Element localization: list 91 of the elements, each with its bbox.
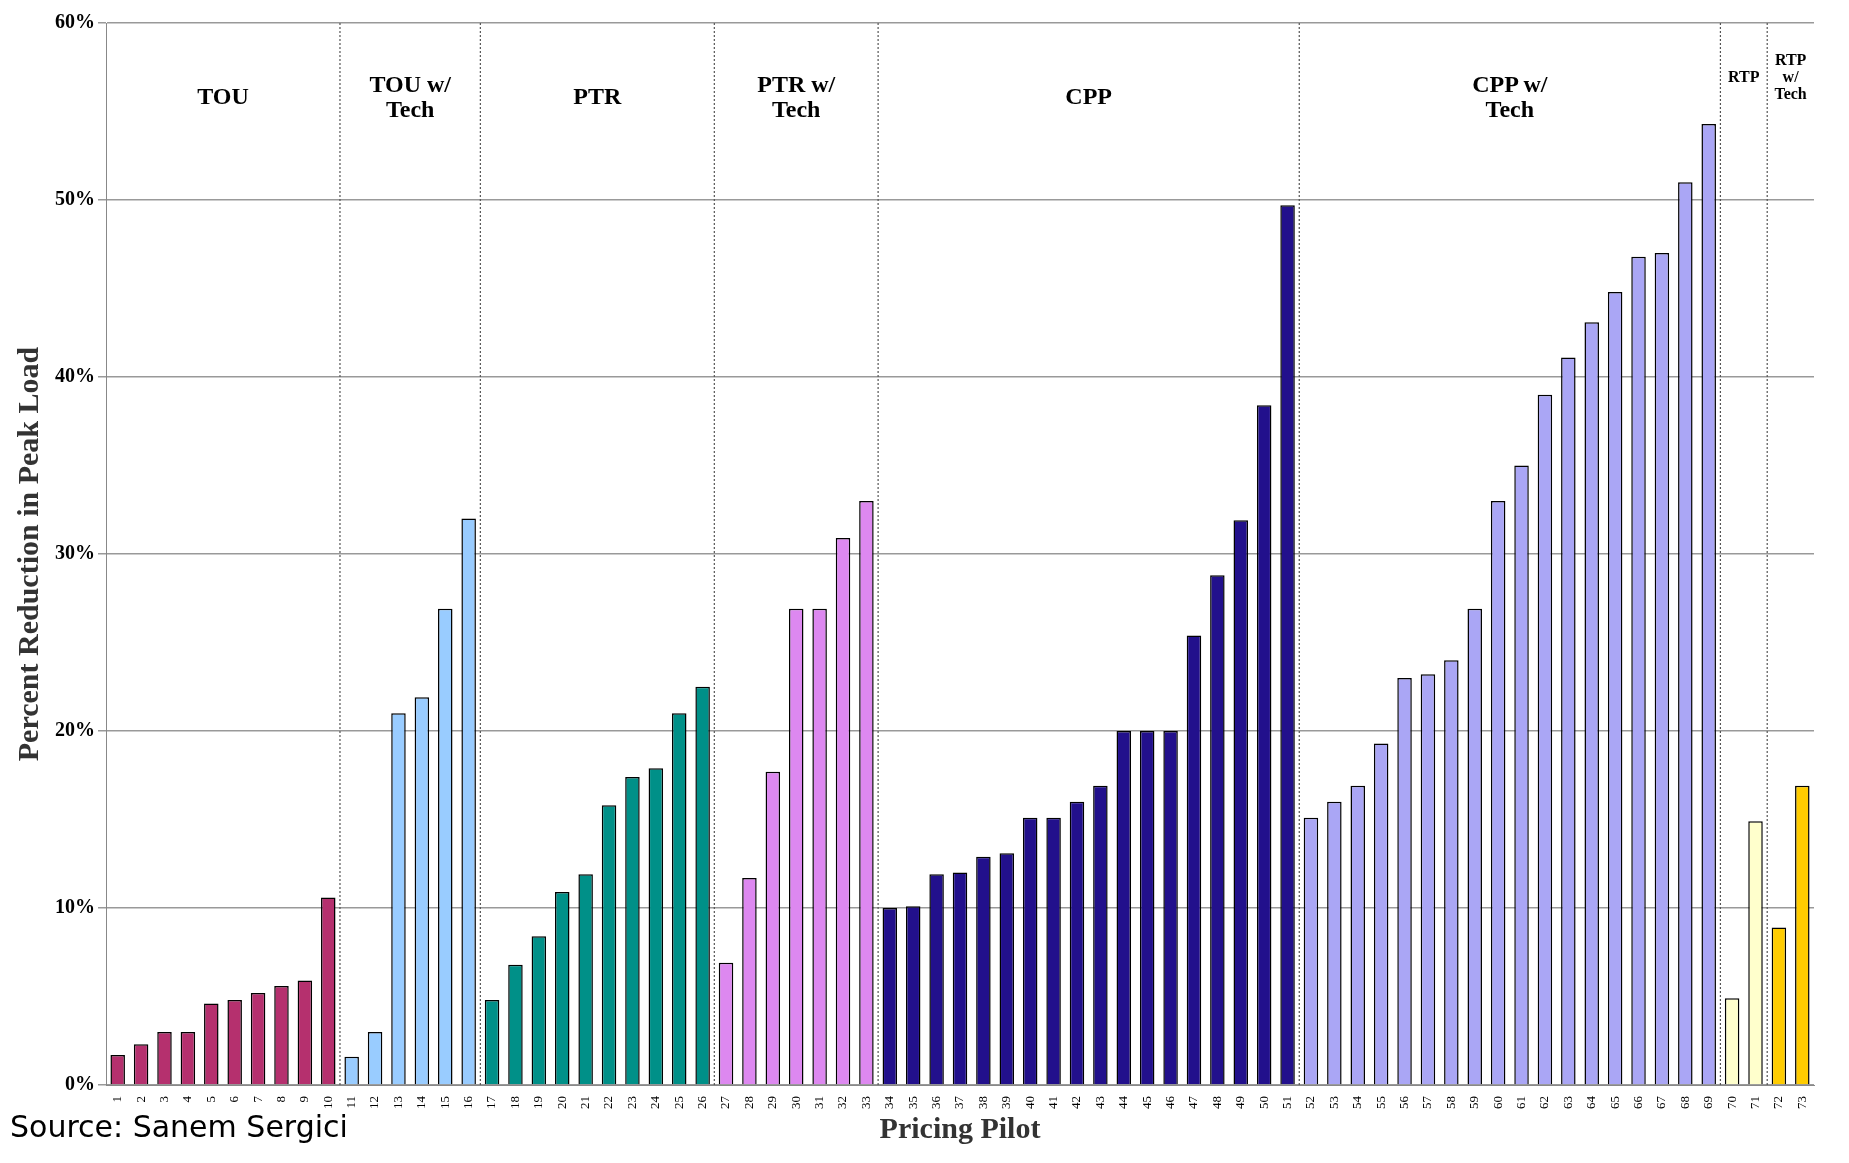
x-tick-label: 61 (1512, 1096, 1528, 1109)
x-tick-label: 52 (1302, 1096, 1318, 1109)
x-tick-label: 10 (319, 1096, 335, 1109)
x-tick-label: 5 (202, 1096, 218, 1103)
annotation: CPP w/ Tech (1472, 70, 1548, 122)
x-tick-label: 68 (1676, 1096, 1692, 1109)
x-tick-label: 15 (436, 1096, 452, 1109)
x-tick-label: 20 (553, 1096, 569, 1109)
x-tick-label: 33 (857, 1096, 873, 1109)
annotation: TOU (197, 83, 249, 110)
x-tick-label: 6 (226, 1095, 242, 1103)
x-tick-label: 17 (483, 1095, 499, 1109)
x-tick-label: 55 (1372, 1096, 1388, 1109)
x-tick-label: 28 (740, 1096, 756, 1109)
y-tick-label: 20% (55, 718, 95, 741)
x-tick-label: 30 (787, 1096, 803, 1109)
x-tick-label: 40 (1021, 1096, 1037, 1109)
y-tick-label: 30% (55, 541, 95, 564)
x-tick-label: 56 (1395, 1095, 1411, 1109)
x-tick-label: 14 (413, 1095, 429, 1109)
x-tick-label: 11 (343, 1096, 359, 1109)
x-tick-label: 41 (1045, 1096, 1061, 1109)
x-tick-label: 48 (1208, 1096, 1224, 1109)
x-tick-label: 60 (1489, 1096, 1505, 1109)
x-tick-label: 62 (1536, 1096, 1552, 1109)
x-tick-label: 58 (1442, 1096, 1458, 1109)
annotation: RTP w/ Tech (1774, 51, 1807, 102)
x-tick-label: 67 (1653, 1095, 1669, 1109)
x-tick-label: 44 (1115, 1095, 1131, 1109)
x-tick-label: 71 (1746, 1096, 1762, 1109)
x-tick-label: 54 (1349, 1095, 1365, 1109)
x-tick-label: 43 (1091, 1096, 1107, 1109)
y-tick-label: 10% (55, 895, 95, 918)
x-tick-label: 64 (1583, 1095, 1599, 1109)
x-tick-label: 50 (1255, 1096, 1271, 1109)
x-tick-label: 22 (600, 1096, 616, 1109)
x-tick-label: 9 (296, 1096, 312, 1103)
x-tick-label: 45 (1138, 1096, 1154, 1109)
x-tick-label: 2 (132, 1096, 148, 1103)
y-tick-label: 40% (55, 364, 95, 387)
annotation: RTP (1728, 68, 1760, 86)
x-tick-label: 70 (1723, 1096, 1739, 1109)
x-tick-label: 47 (1185, 1095, 1201, 1109)
x-tick-label: 26 (694, 1095, 710, 1109)
x-tick-label: 18 (506, 1096, 522, 1109)
x-tick-label: 27 (717, 1095, 733, 1109)
x-tick-label: 49 (1232, 1096, 1248, 1109)
x-tick-label: 59 (1466, 1096, 1482, 1109)
x-tick-label: 36 (928, 1095, 944, 1109)
x-tick-label: 66 (1629, 1095, 1645, 1109)
y-tick-label: 60% (55, 10, 95, 33)
x-tick-label: 73 (1793, 1096, 1809, 1109)
x-tick-label: 65 (1606, 1096, 1622, 1109)
x-tick-label: 19 (530, 1096, 546, 1109)
y-tick-label: 0% (65, 1072, 95, 1095)
y-axis-title: Percent Reduction in Peak Load (10, 346, 44, 762)
x-tick-label: 38 (974, 1096, 990, 1109)
x-tick-label: 46 (1162, 1095, 1177, 1109)
x-tick-label: 57 (1419, 1095, 1435, 1109)
annotation: PTR (573, 83, 623, 110)
x-tick-label: 1 (109, 1096, 125, 1103)
annotation: TOU w/ Tech (369, 70, 452, 122)
x-tick-label: 25 (670, 1096, 686, 1109)
x-tick-label: 7 (249, 1095, 265, 1103)
x-tick-label: 23 (623, 1096, 639, 1109)
x-tick-label: 3 (155, 1096, 171, 1103)
annotation: PTR w/ Tech (757, 70, 836, 122)
x-tick-label: 42 (1068, 1096, 1084, 1109)
x-tick-label: 69 (1700, 1096, 1716, 1109)
x-tick-label: 12 (366, 1096, 382, 1109)
x-tick-label: 32 (834, 1096, 850, 1109)
source-note: Source: Sanem Sergici (10, 1108, 348, 1144)
x-tick-label: 37 (951, 1095, 967, 1109)
x-tick-label: 35 (904, 1096, 920, 1109)
x-tick-label: 39 (998, 1096, 1014, 1109)
x-tick-label: 24 (647, 1095, 663, 1109)
y-tick-label: 50% (55, 187, 95, 210)
x-axis-title: Pricing Pilot (879, 1110, 1041, 1144)
x-tick-label: 13 (389, 1096, 405, 1109)
x-tick-label: 31 (811, 1096, 827, 1109)
x-tick-label: 72 (1770, 1096, 1786, 1109)
x-tick-label: 29 (764, 1096, 780, 1109)
x-tick-label: 4 (179, 1095, 195, 1103)
x-tick-label: 8 (272, 1096, 288, 1103)
x-tick-label: 34 (881, 1095, 897, 1109)
x-tick-label: 51 (1278, 1096, 1294, 1109)
x-tick-label: 21 (577, 1096, 593, 1109)
x-tick-label: 53 (1325, 1096, 1341, 1109)
annotation: CPP (1065, 83, 1113, 110)
x-tick-label: 63 (1559, 1096, 1575, 1109)
x-tick-label: 16 (460, 1095, 476, 1109)
